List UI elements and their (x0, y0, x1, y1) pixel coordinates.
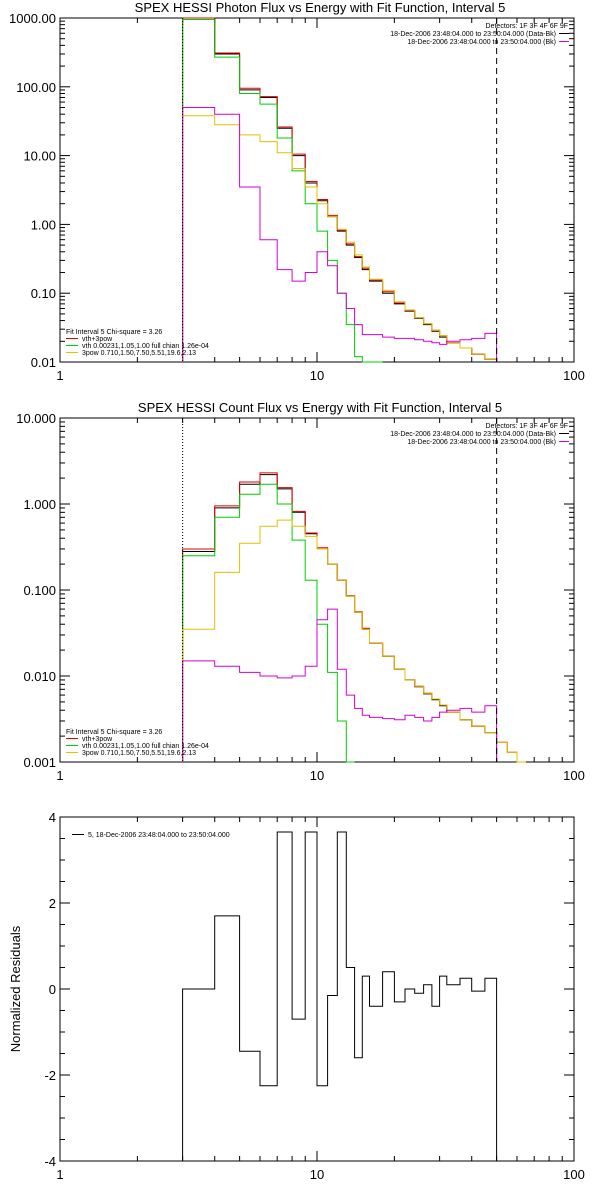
y-tick-label: 0.001 (23, 755, 56, 770)
legend-text: vth+3pow (82, 336, 113, 343)
x-tick-label: 100 (563, 1167, 585, 1182)
series-line (182, 608, 498, 762)
y-tick-label: 2 (49, 896, 56, 911)
residuals-panel: Normalized Residuals 1 10 100 -4 -2 0 2 4 5, 18… (8, 810, 585, 1182)
series-line (182, 19, 383, 363)
count-flux-range-lines (182, 418, 498, 762)
y-tick-label: 1.000 (23, 497, 56, 512)
y-tick-label: 0.10 (31, 286, 56, 301)
y-tick-label: 4 (49, 810, 56, 825)
series-line (182, 17, 498, 362)
count-flux-title: SPEX HESSI Count Flux vs Energy with Fit… (138, 400, 502, 415)
series-line (182, 17, 498, 362)
legend-text: Fit Interval 5 Chi-square = 3.26 (66, 729, 162, 736)
legend-text: 3pow 0.710,1.50,7.50,5.51,19.6,2.13 (82, 750, 196, 757)
photon-flux-range-lines (182, 18, 498, 362)
legend-text: Detectors: 1F 3F 4F 6F 9F (486, 423, 568, 430)
series-line (182, 519, 526, 763)
legend-text: 3pow 0.710,1.50,7.50,5.51,19.6,2.13 (82, 350, 196, 357)
y-tick-label: -4 (44, 1154, 56, 1169)
y-tick-label: 10.00 (23, 149, 56, 164)
photon-flux-data (182, 17, 498, 363)
x-tick-label: 100 (563, 368, 585, 383)
legend-text: Fit Interval 5 Chi-square = 3.26 (66, 329, 162, 336)
x-tick-label: 100 (563, 768, 585, 783)
x-tick-label: 10 (310, 768, 324, 783)
y-tick-label: 0.010 (23, 669, 56, 684)
legend-text: vth+3pow (82, 736, 113, 743)
y-tick-label: 0 (49, 982, 56, 997)
y-tick-label: 0.01 (31, 355, 56, 370)
legend-text: vth 0.00231,1.05,1.00 full chian 1.26e-0… (82, 343, 209, 350)
photon-flux-title: SPEX HESSI Photon Flux vs Energy with Fi… (135, 0, 506, 15)
series-line (182, 115, 498, 362)
residuals-data (182, 831, 498, 1161)
legend-text: Detectors: 1F 3F 4F 6F 9F (486, 23, 568, 30)
y-tick-label: -2 (44, 1068, 56, 1083)
photon-flux-panel: SPEX HESSI Photon Flux vs Energy with Fi… (9, 0, 585, 383)
x-tick-label: 1 (56, 1167, 63, 1182)
residuals-legend: 5, 18-Dec-2006 23:48:04.000 to 23:50:04.… (72, 832, 230, 839)
x-tick-label: 1 (56, 768, 63, 783)
y-tick-label: 1.00 (31, 217, 56, 232)
x-tick-label: 1 (56, 368, 63, 383)
legend-text: 5, 18-Dec-2006 23:48:04.000 to 23:50:04.… (88, 832, 230, 839)
series-line (182, 483, 355, 763)
legend-text: 18-Dec-2006 23:48:04.000 to 23:50:04.000… (390, 431, 556, 438)
x-tick-label: 10 (310, 1167, 324, 1182)
residuals-ylabel: Normalized Residuals (8, 925, 23, 1052)
series-line (182, 107, 498, 362)
y-tick-label: 1000.00 (9, 11, 56, 26)
count-flux-panel: SPEX HESSI Count Flux vs Energy with Fit… (16, 400, 585, 783)
series-line (182, 472, 526, 763)
legend-text: vth 0.00231,1.05,1.00 full chian 1.26e-0… (82, 743, 209, 750)
legend-text: 18-Dec-2006 23:48:04.000 to 23:50:04.000… (407, 439, 556, 446)
legend-text: 18-Dec-2006 23:48:04.000 to 23:50:04.000… (390, 31, 556, 38)
series-line (182, 831, 498, 1161)
x-tick-label: 10 (310, 368, 324, 383)
count-flux-axes: 1 10 100 0.001 0.010 0.100 1.000 10.000 (16, 411, 585, 783)
y-tick-label: 0.100 (23, 583, 56, 598)
count-flux-data (182, 472, 526, 763)
y-tick-label: 10.000 (16, 411, 56, 426)
legend-text: 18-Dec-2006 23:48:04.000 to 23:50:04.000… (407, 39, 556, 46)
photon-flux-axes: 1 10 100 0.01 0.10 1.00 10.00 100.00 1000.00 (9, 11, 585, 383)
residuals-axes: 1 10 100 -4 -2 0 2 4 (44, 810, 584, 1182)
y-tick-label: 100.00 (16, 80, 56, 95)
